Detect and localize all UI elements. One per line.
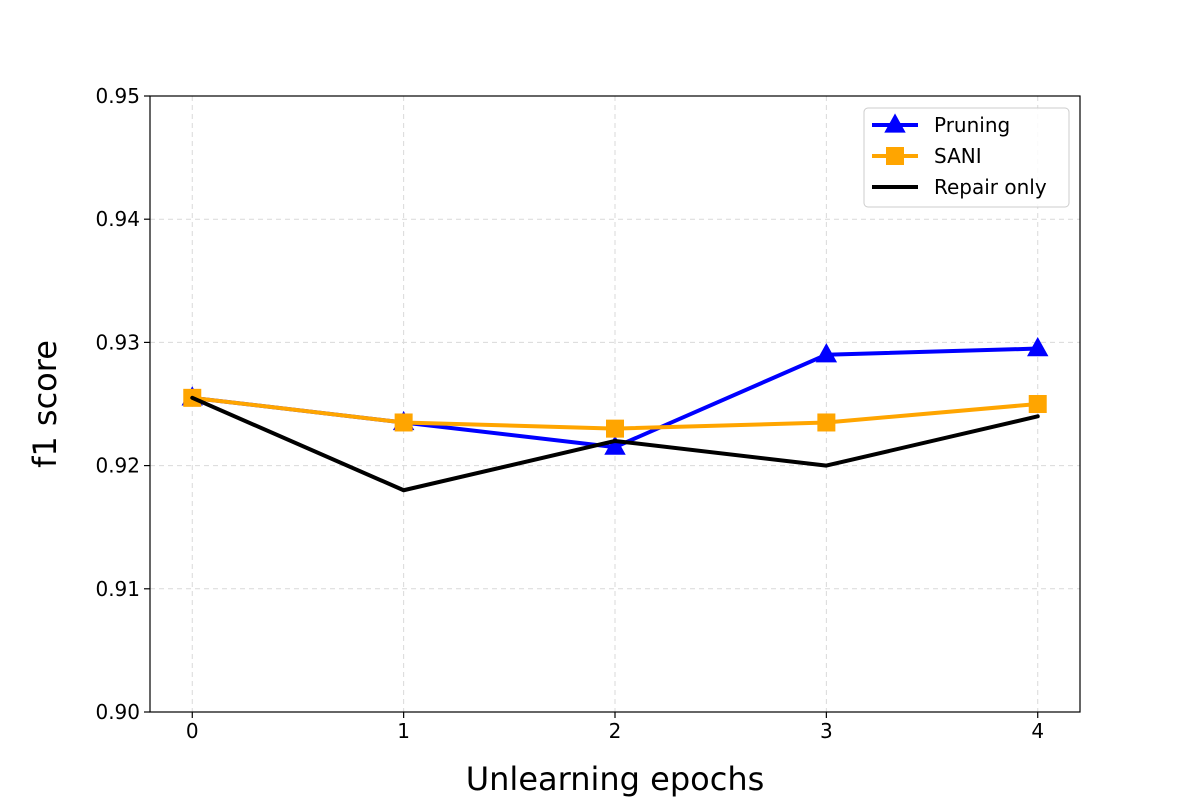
legend: Pruning SANI Repair only (863, 107, 1070, 208)
legend-item: SANI (872, 144, 982, 168)
y-tick-label: 0.95 (95, 84, 140, 108)
y-axis-title: f1 score (26, 340, 64, 468)
data-point (394, 413, 413, 432)
legend-swatch-marker (884, 113, 906, 133)
data-point (817, 413, 836, 432)
x-tick-label: 3 (820, 719, 833, 743)
data-point (1027, 336, 1049, 357)
data-point (604, 435, 626, 455)
y-tick-label: 0.93 (95, 330, 140, 354)
y-tick-label: 0.94 (95, 207, 140, 231)
y-tick-label: 0.91 (95, 577, 140, 601)
series-lines (181, 336, 1049, 493)
legend-label: SANI (934, 144, 982, 168)
series-sani (183, 388, 1047, 438)
legend-label: Repair only (934, 175, 1047, 199)
legend-item: Pruning (872, 113, 1010, 137)
data-point (606, 419, 624, 438)
x-tick-label: 4 (1031, 719, 1044, 743)
legend-label: Pruning (934, 113, 1010, 137)
x-tick-label: 2 (609, 719, 622, 743)
x-tick-label: 1 (397, 719, 410, 743)
legend-swatch-marker (886, 147, 904, 165)
data-point (815, 343, 838, 363)
series-repair-only (190, 395, 1040, 493)
y-tick-label: 0.92 (95, 454, 140, 478)
data-point (1028, 395, 1047, 413)
legend-box (863, 107, 1070, 208)
x-tick-label: 0 (186, 719, 199, 743)
legend-item: Repair only (872, 175, 1047, 199)
y-tick-label: 0.90 (95, 700, 140, 724)
x-axis-title: Unlearning epochs (466, 760, 765, 798)
series-line (190, 395, 1040, 493)
axis-ticks: 0 1 2 3 4 0.90 0.91 0.92 0.93 0.94 0.95 (95, 84, 1044, 743)
